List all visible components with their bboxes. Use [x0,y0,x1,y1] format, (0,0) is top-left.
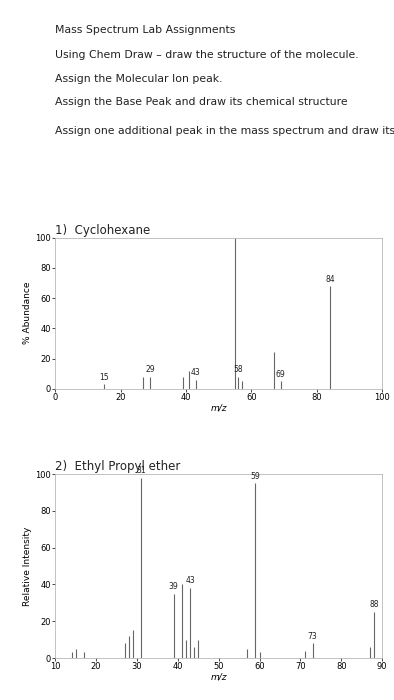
Text: 59: 59 [251,472,260,481]
Text: Assign the Molecular Ion peak.: Assign the Molecular Ion peak. [55,74,223,83]
Text: 84: 84 [325,275,335,284]
Text: 73: 73 [308,631,318,640]
Y-axis label: Relative Intensity: Relative Intensity [24,526,32,606]
Text: 69: 69 [276,370,286,379]
Text: 31: 31 [136,466,146,475]
X-axis label: m/z: m/z [210,403,227,412]
Text: Assign one additional peak in the mass spectrum and draw its chemical structure.: Assign one additional peak in the mass s… [55,126,394,136]
Text: 58: 58 [234,365,243,375]
Text: 2)  Ethyl Propyl ether: 2) Ethyl Propyl ether [55,460,180,473]
Text: Using Chem Draw – draw the structure of the molecule.: Using Chem Draw – draw the structure of … [55,50,359,60]
Text: 43: 43 [185,576,195,585]
Text: Mass Spectrum Lab Assignments: Mass Spectrum Lab Assignments [55,25,236,35]
Text: Assign the Base Peak and draw its chemical structure: Assign the Base Peak and draw its chemic… [55,97,348,107]
Text: 88: 88 [369,601,379,609]
Text: 15: 15 [99,373,109,382]
Text: 39: 39 [169,582,178,591]
Text: 1)  Cyclohexane: 1) Cyclohexane [55,223,151,237]
Text: 29: 29 [145,365,155,375]
Text: 43: 43 [191,368,201,377]
X-axis label: m/z: m/z [210,673,227,682]
Y-axis label: % Abundance: % Abundance [24,282,32,344]
